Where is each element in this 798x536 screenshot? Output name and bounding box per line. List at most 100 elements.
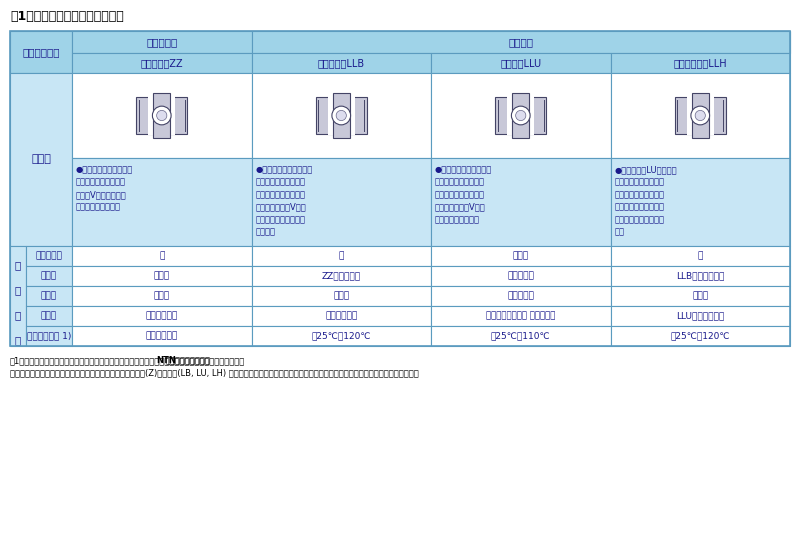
Text: 小: 小 (338, 251, 344, 260)
Text: 高速性: 高速性 (41, 311, 57, 321)
Text: 接触シールによる 限界がある: 接触シールによる 限界がある (486, 311, 555, 321)
Bar (251, 73, 431, 158)
Circle shape (156, 110, 167, 121)
Text: 面に接触している。: 面に接触している。 (435, 215, 480, 224)
Text: 防水性: 防水性 (41, 292, 57, 301)
Text: 不　適: 不 適 (154, 292, 170, 301)
Bar (72, 286, 251, 306)
Text: にご照会ください。: にご照会ください。 (166, 356, 211, 365)
Bar (148, 96, 176, 135)
Text: 開放形と同じ: 開放形と同じ (325, 311, 358, 321)
Text: 良　好: 良 好 (692, 292, 709, 301)
Bar (508, 96, 535, 135)
Text: ●鋼板に合成ゴムを固着: ●鋼板に合成ゴムを固着 (435, 165, 492, 174)
Bar (26, 286, 72, 306)
Bar (10, 73, 72, 246)
Text: －25℃～120℃: －25℃～120℃ (670, 331, 730, 340)
Bar (251, 158, 431, 246)
Bar (686, 96, 714, 135)
Bar (136, 97, 188, 134)
Bar (251, 306, 431, 326)
Text: 防塵性: 防塵性 (41, 272, 57, 280)
Text: シールド形: シールド形 (146, 37, 177, 47)
Bar (496, 97, 547, 134)
Bar (610, 266, 790, 286)
Bar (610, 73, 790, 158)
Bar (251, 53, 431, 73)
Bar (72, 31, 251, 53)
Text: したシール板を外輪に: したシール板を外輪に (255, 177, 306, 187)
Text: 比: 比 (15, 310, 21, 320)
Text: 注1）許容温度範囲は標準品について示したものでこの温度範囲を超える低温，高温での使用については: 注1）許容温度範囲は標準品について示したものでこの温度範囲を超える低温，高温での… (10, 356, 245, 365)
Text: 固定しシール先端部は: 固定しシール先端部は (255, 190, 306, 199)
Text: 中: 中 (697, 251, 703, 260)
Text: 良　好: 良 好 (154, 272, 170, 280)
Text: 性: 性 (15, 260, 21, 270)
Text: 形式及び記号: 形式及び記号 (22, 47, 60, 57)
Text: 摩擦トルク: 摩擦トルク (36, 251, 62, 260)
Bar (10, 246, 26, 346)
Bar (431, 246, 610, 266)
Text: －25℃～120℃: －25℃～120℃ (311, 331, 371, 340)
Bar (431, 158, 610, 246)
Text: あるがシール先端部の: あるがシール先端部の (614, 177, 665, 187)
Text: －25℃～110℃: －25℃～110℃ (491, 331, 551, 340)
Text: 輪に固定し，内輪シー: 輪に固定し，内輪シー (76, 177, 126, 187)
Text: 小: 小 (159, 251, 164, 260)
Circle shape (516, 110, 526, 121)
Text: やや大: やや大 (512, 251, 529, 260)
Bar (251, 326, 431, 346)
Text: 内輪シール面のV溝側: 内輪シール面のV溝側 (435, 203, 486, 212)
Text: 沿ってラビリンスすき: 沿ってラビリンスすき (255, 215, 306, 224)
Bar (431, 326, 610, 346)
Bar (72, 306, 251, 326)
Bar (251, 266, 431, 286)
Bar (610, 306, 790, 326)
Text: 潤滑剤による: 潤滑剤による (145, 331, 178, 340)
Text: LLU形より優れる: LLU形より優れる (676, 311, 725, 321)
Bar (316, 97, 367, 134)
Text: 不　適: 不 適 (334, 292, 350, 301)
Bar (153, 93, 170, 138)
Bar (431, 266, 610, 286)
Text: ンスすきまを形成。: ンスすきまを形成。 (76, 203, 121, 212)
Bar (26, 306, 72, 326)
Bar (72, 158, 251, 246)
Bar (610, 286, 790, 306)
Text: リップを特殊設計し吸: リップを特殊設計し吸 (614, 190, 665, 199)
Bar (610, 158, 790, 246)
Text: 開放形と同じ: 開放形と同じ (145, 311, 178, 321)
Bar (431, 73, 610, 158)
Bar (26, 326, 72, 346)
Circle shape (336, 110, 346, 121)
Text: け低トルクシールを形: け低トルクシールを形 (614, 215, 665, 224)
Bar (610, 246, 790, 266)
Text: 能: 能 (15, 285, 21, 295)
Text: 非接触形　ZZ: 非接触形 ZZ (140, 58, 183, 68)
Bar (72, 73, 251, 158)
Text: 着防止のスリットを設: 着防止のスリットを設 (614, 203, 665, 212)
Bar (692, 93, 709, 138)
Text: ル面のV溝とのラビリ: ル面のV溝とのラビリ (76, 190, 127, 199)
Bar (251, 286, 431, 306)
Bar (610, 53, 790, 73)
Text: したシール板を外輪に: したシール板を外輪に (435, 177, 485, 187)
Text: LLB形より優れる: LLB形より優れる (676, 272, 725, 280)
Circle shape (691, 106, 709, 125)
Bar (72, 53, 251, 73)
Text: ●鋼板に合成ゴムを固着: ●鋼板に合成ゴムを固着 (255, 165, 313, 174)
Bar (72, 326, 251, 346)
Circle shape (512, 106, 530, 125)
Text: 非接触形　LLB: 非接触形 LLB (318, 58, 365, 68)
Text: 備考　図は両シールド，シール形軸受を示すが，片シールド(Z)，シール(LB, LU, LH) 形軸受も製造している。片シールド，シール形軸受は，グリースを封入し: 備考 図は両シールド，シール形軸受を示すが，片シールド(Z)，シール(LB, L… (10, 368, 419, 377)
Text: 接触形　LLU: 接触形 LLU (500, 58, 541, 68)
Bar (10, 31, 790, 53)
Text: 表1　密封形玉軸受の構造と特性: 表1 密封形玉軸受の構造と特性 (10, 10, 124, 23)
Bar (431, 286, 610, 306)
Text: ZZ形より良好: ZZ形より良好 (322, 272, 361, 280)
Bar (610, 326, 790, 346)
Bar (328, 96, 355, 135)
Bar (251, 246, 431, 266)
Bar (72, 246, 251, 266)
Text: 低トルク形　LLH: 低トルク形 LLH (674, 58, 727, 68)
